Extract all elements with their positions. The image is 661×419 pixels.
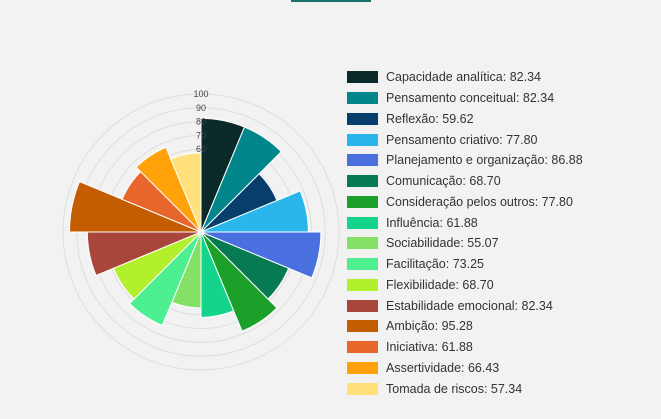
legend-label: Influência: 61.88 [386,215,478,230]
legend-label: Estabilidade emocional: 82.34 [386,298,553,313]
legend-swatch [347,382,378,395]
chart-slices [69,117,322,332]
legend-item[interactable]: Tomada de riscos: 57.34 [347,378,583,399]
legend-label: Reflexão: 59.62 [386,111,474,126]
legend-swatch [347,133,378,146]
legend-swatch [347,320,378,333]
tick-label: 100 [193,89,208,99]
legend-item[interactable]: Planejamento e organização: 86.88 [347,150,583,171]
slice-16[interactable] [170,152,202,233]
legend-label: Sociabilidade: 55.07 [386,236,499,251]
slice-2[interactable] [200,126,283,233]
chart-legend: Capacidade analítica: 82.34 Pensamento co… [347,67,583,399]
legend-label: Tomada de riscos: 57.34 [386,381,523,396]
slice-15[interactable] [135,146,202,233]
legend-swatch [347,154,378,167]
legend-swatch [347,237,378,250]
legend-swatch [347,216,378,229]
legend-item[interactable]: Pensamento conceitual: 82.34 [347,88,583,109]
legend-swatch [347,299,378,312]
slice-5[interactable] [200,231,322,279]
legend-label: Comunicação: 68.70 [386,174,501,189]
legend-label: Consideração pelos outros: 77.80 [386,194,573,209]
legend-item[interactable]: Influência: 61.88 [347,212,583,233]
slice-10[interactable] [128,231,202,327]
legend-item[interactable]: Pensamento criativo: 77.80 [347,129,583,150]
legend-swatch [347,112,378,125]
legend-item[interactable]: Flexibilidade: 68.70 [347,275,583,296]
legend-item[interactable]: Iniciativa: 61.88 [347,337,583,358]
legend-label: Facilitação: 73.25 [386,257,484,272]
slice-7[interactable] [200,231,278,332]
tick-label: 80 [196,117,206,127]
legend-label: Capacidade analítica: 82.34 [386,70,541,85]
legend-swatch [347,92,378,105]
legend-swatch [347,278,378,291]
legend-item[interactable]: Reflexão: 59.62 [347,109,583,130]
legend-swatch [347,258,378,271]
polar-area-chart: 100 90 80 70 60 [62,89,340,371]
legend-swatch [347,71,378,84]
legend-label: Ambição: 95.28 [386,319,473,334]
legend-swatch [347,175,378,188]
slice-8[interactable] [200,231,235,318]
legend-label: Assertividade: 66.43 [386,360,500,375]
radial-tick-labels: 100 90 80 70 60 [193,89,208,154]
tick-label: 60 [196,144,206,154]
legend-label: Pensamento conceitual: 82.34 [386,91,555,106]
legend-item[interactable]: Capacidade analítica: 82.34 [347,67,583,88]
legend-item[interactable]: Consideração pelos outros: 77.80 [347,192,583,213]
legend-item[interactable]: Ambição: 95.28 [347,316,583,337]
legend-swatch [347,361,378,374]
legend-item[interactable]: Comunicação: 68.70 [347,171,583,192]
legend-item[interactable]: Sociabilidade: 55.07 [347,233,583,254]
tick-label: 90 [196,103,206,113]
legend-label: Pensamento criativo: 77.80 [386,132,538,147]
slice-13[interactable] [69,181,202,233]
grid-ring [62,93,340,371]
legend-swatch [347,341,378,354]
legend-swatch [347,195,378,208]
legend-label: Flexibilidade: 68.70 [386,277,494,292]
legend-item[interactable]: Assertividade: 66.43 [347,358,583,379]
legend-label: Planejamento e organização: 86.88 [386,153,583,168]
legend-item[interactable]: Estabilidade emocional: 82.34 [347,295,583,316]
legend-label: Iniciativa: 61.88 [386,340,473,355]
legend-item[interactable]: Facilitação: 73.25 [347,254,583,275]
tick-label: 70 [196,130,206,140]
top-accent-bar [291,0,371,2]
